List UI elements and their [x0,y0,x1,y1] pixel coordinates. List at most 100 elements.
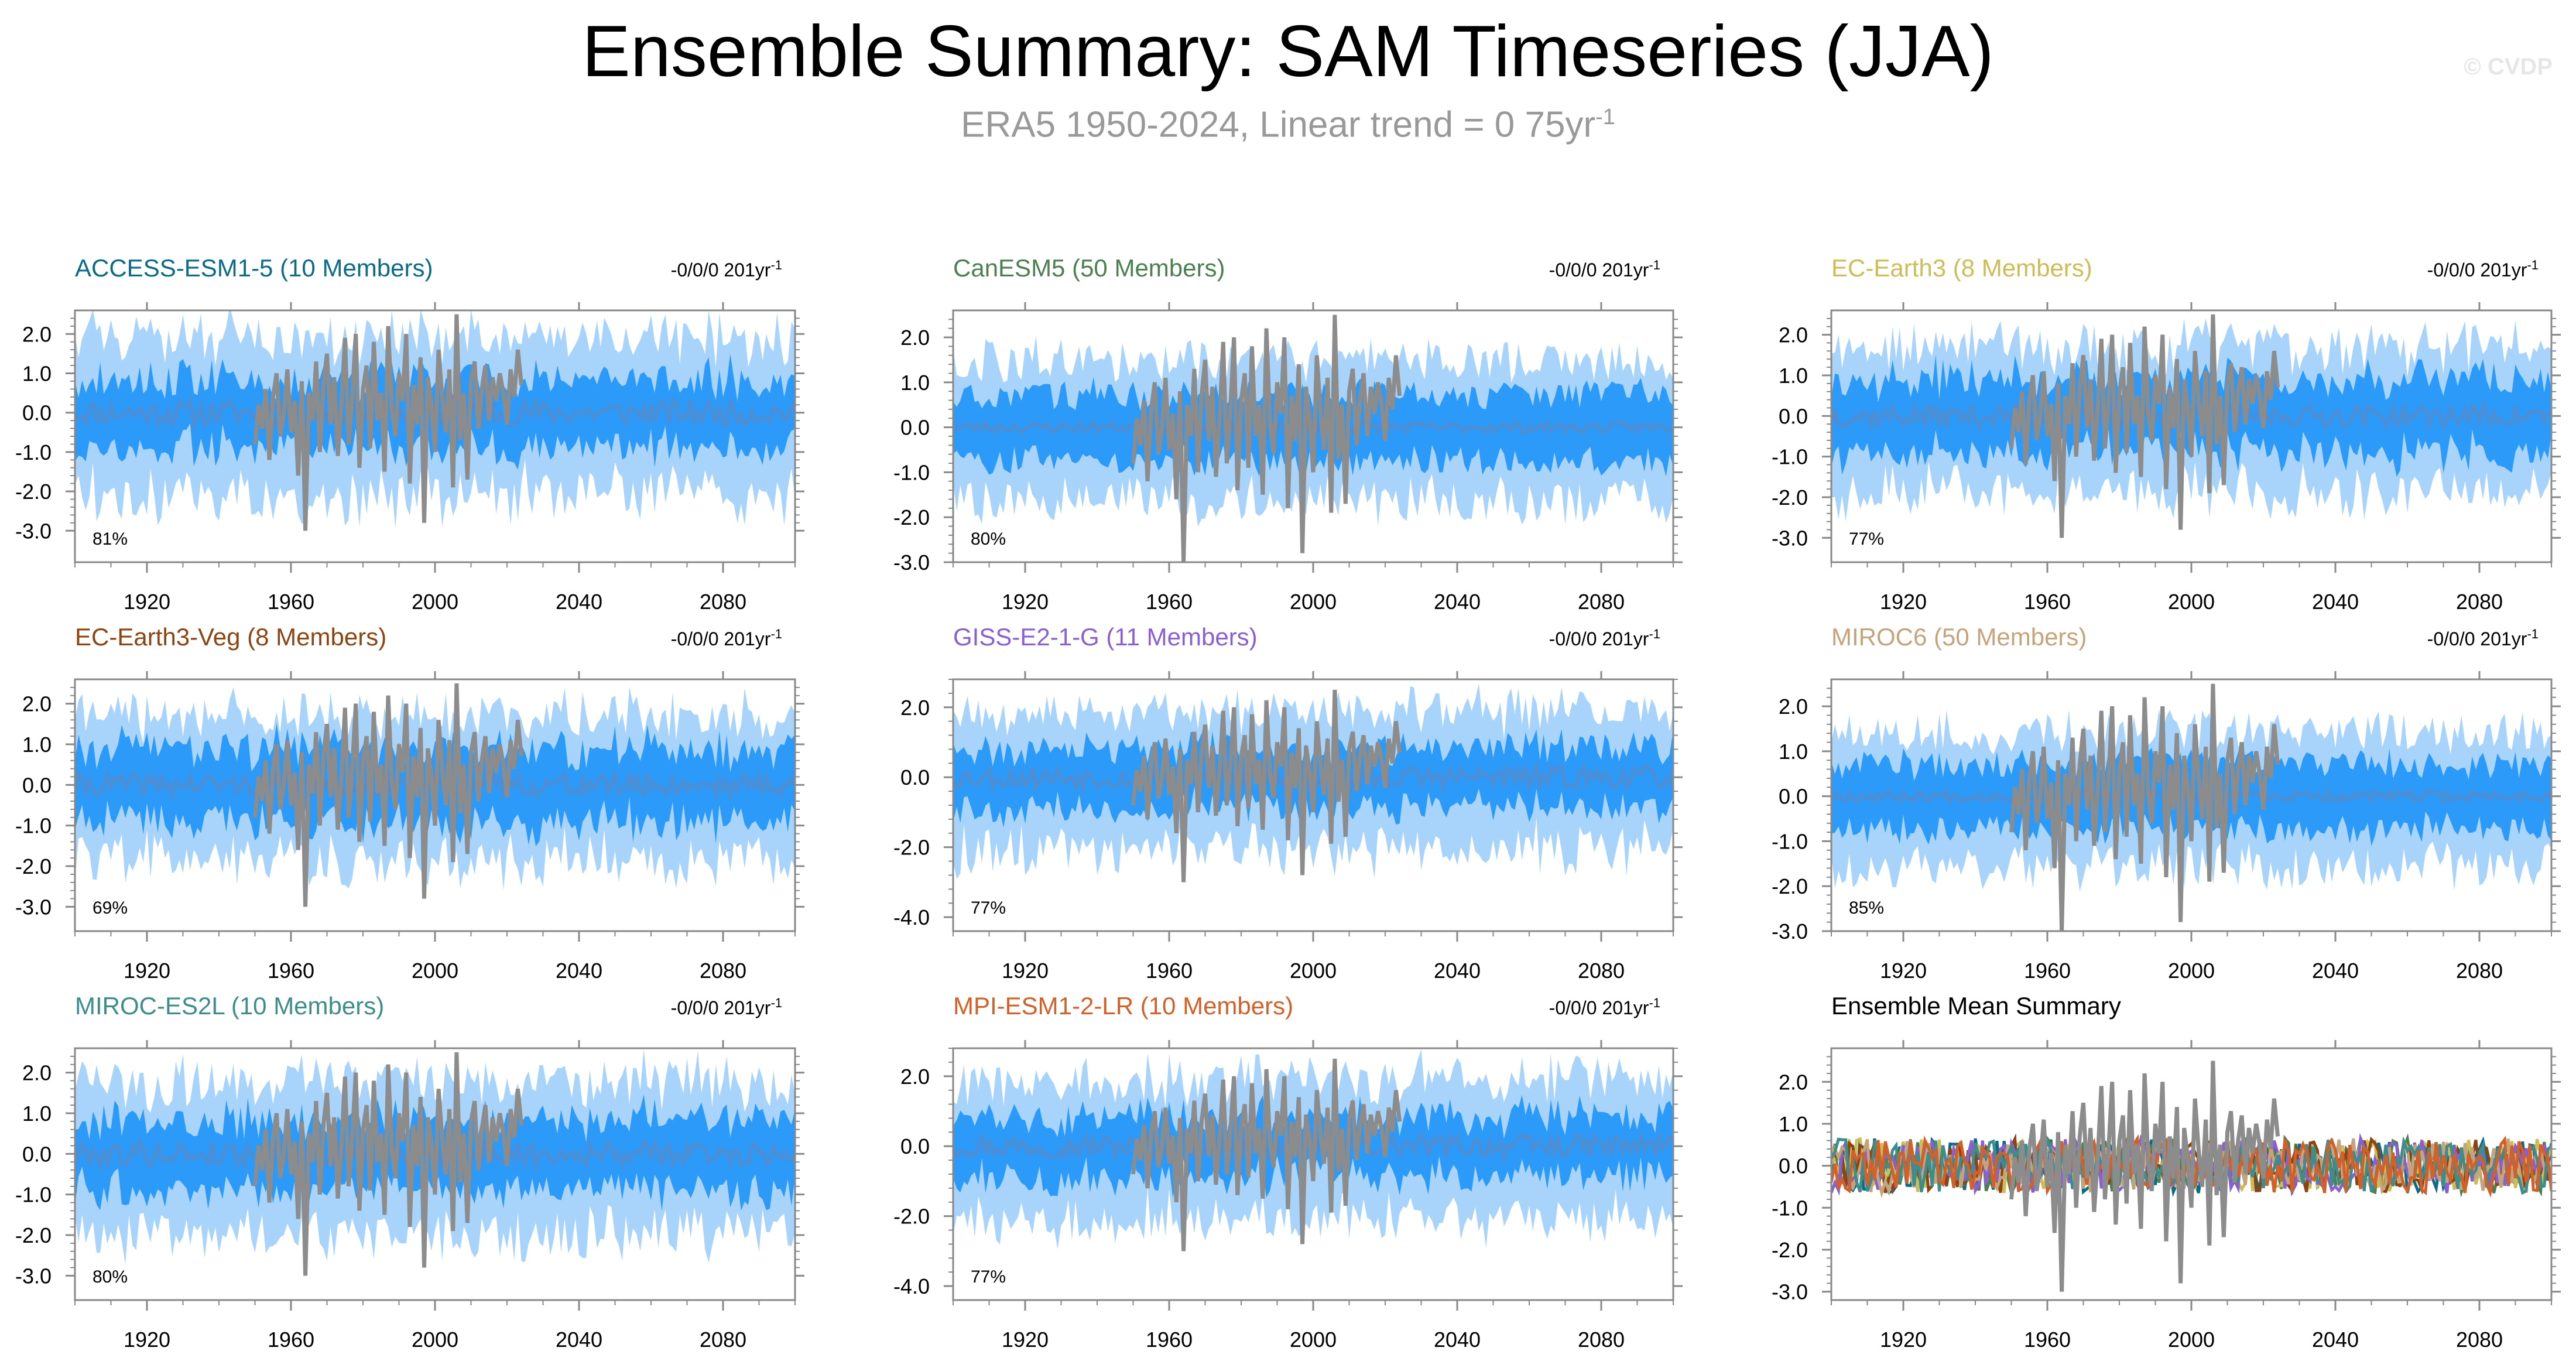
x-tick-label: 1920 [124,1328,170,1352]
percent-label: 85% [1849,898,1884,918]
y-tick-label: -1.0 [15,440,52,464]
x-tick-label: 1960 [268,1328,314,1352]
y-tick-label: -1.0 [15,1183,52,1207]
y-tick-label: -3.0 [1772,1280,1808,1304]
x-tick-label: 2000 [412,1328,458,1352]
trend-label: -0/0/0 201yr-1 [1549,627,1660,649]
trend-label: -0/0/0 201yr-1 [671,627,782,649]
percent-label: 77% [1849,529,1884,549]
panel-title: ACCESS-ESM1-5 (10 Members) [75,254,433,282]
chart-panel: 1920 1960 2000 2040 2080 2.0 1.0 0.0 -1.0 -2.0 -3.… [893,254,1683,614]
trend-exponent: -1 [2527,627,2539,641]
y-tick-label: 0.0 [1779,404,1808,428]
panel-title: EC-Earth3 (8 Members) [1831,254,2092,282]
x-tick-label: 2000 [2168,1328,2215,1352]
y-tick-label: 1.0 [1779,364,1808,388]
chart-panel: 1920 1960 2000 2040 2080 2.0 1.0 0.0 -1.0 -2.0 -3.… [15,623,804,983]
x-tick-label: 2080 [700,1328,746,1352]
percent-label: 80% [971,529,1006,549]
y-tick-label: -3.0 [15,895,52,919]
era5-observed-line [253,1052,524,1276]
trend-exponent: -1 [2527,258,2539,272]
panel-title: MIROC6 (50 Members) [1831,623,2087,651]
percent-label: 80% [93,1267,128,1287]
plot-area [75,310,795,531]
y-tick-label: -3.0 [893,550,930,574]
x-tick-label: 1960 [2024,590,2071,614]
x-tick-label: 2080 [2456,590,2503,614]
x-tick-label: 1920 [1002,1328,1049,1352]
trend-label: -0/0/0 201yr-1 [2427,258,2539,281]
y-tick-label: -1.0 [1772,445,1808,469]
y-tick-label: 2.0 [1779,323,1808,347]
era5-observed-line [2009,314,2280,538]
subtitle-exponent: -1 [1595,105,1615,129]
y-tick-label: 2.0 [900,1065,930,1089]
trend-exponent: -1 [770,996,782,1010]
trend-text: -0/0/0 201yr [671,997,771,1018]
y-tick-label: -3.0 [15,519,52,543]
x-tick-label: 1920 [1880,590,1927,614]
cvdp-watermark: © CVDP [2464,54,2553,80]
y-tick-label: 0.0 [22,1142,52,1166]
x-tick-label: 2000 [2168,959,2215,983]
y-tick-label: 2.0 [900,696,930,720]
x-tick-label: 2080 [700,590,746,614]
panel-title: MIROC-ES2L (10 Members) [75,992,384,1020]
plot-area [953,1049,1673,1251]
x-tick-label: 2000 [2168,590,2215,614]
x-tick-label: 2080 [1578,1328,1625,1352]
era5-observed-line [2009,683,2280,931]
x-tick-label: 1920 [1880,1328,1927,1352]
y-tick-label: 2.0 [22,692,52,716]
x-tick-label: 1960 [2024,959,2071,983]
y-tick-label: -1.0 [15,814,52,838]
x-tick-label: 1920 [1002,959,1049,983]
y-tick-label: 2.0 [22,1061,52,1085]
y-tick-label: -1.0 [893,460,930,484]
x-tick-label: 2080 [700,959,746,983]
x-tick-label: 2080 [2456,1328,2503,1352]
trend-text: -0/0/0 201yr [671,259,771,281]
x-tick-label: 1960 [1146,590,1193,614]
trend-label: -0/0/0 201yr-1 [671,996,782,1018]
trend-exponent: -1 [1649,627,1660,641]
chart-panel: 1920 1960 2000 2040 2080 2.0 0.0 -2.0 -4.0 MPI-ES… [893,992,1683,1352]
y-tick-label: -2.0 [1772,874,1808,898]
x-tick-label: 2080 [1578,590,1625,614]
era5-observed-line [1131,689,1402,883]
x-tick-label: 1960 [1146,1328,1193,1352]
x-tick-label: 2000 [1290,1328,1337,1352]
trend-label: -0/0/0 201yr-1 [1549,996,1660,1018]
x-tick-label: 2040 [1434,1328,1481,1352]
y-tick-label: 0.0 [900,416,930,440]
x-tick-label: 2000 [1290,959,1337,983]
x-tick-label: 2080 [2456,959,2503,983]
x-tick-label: 2040 [2312,1328,2359,1352]
y-tick-label: 0.0 [22,773,52,797]
era5-observed-line [253,683,524,907]
y-tick-label: -3.0 [15,1264,52,1288]
panel-title: Ensemble Mean Summary [1831,992,2121,1020]
trend-exponent: -1 [1649,258,1660,272]
trend-exponent: -1 [770,258,782,272]
y-tick-label: 0.0 [22,401,52,425]
y-tick-label: 2.0 [900,326,930,350]
chart-panel: 1920 1960 2000 2040 2080 2.0 0.0 -2.0 -4.0 GISS-E… [893,623,1683,983]
y-tick-label: -3.0 [1772,919,1808,943]
trend-text: -0/0/0 201yr [1549,259,1649,281]
x-tick-label: 2000 [412,590,458,614]
y-tick-label: -3.0 [1772,526,1808,550]
x-tick-label: 1960 [268,959,314,983]
y-tick-label: -4.0 [893,905,930,929]
x-tick-label: 2000 [412,959,458,983]
y-tick-label: 2.0 [1779,695,1808,719]
y-tick-label: 0.0 [900,765,930,789]
plot-area [75,683,795,907]
panel-title: MPI-ESM1-2-LR (10 Members) [953,992,1293,1020]
y-tick-label: 0.0 [900,1134,930,1158]
y-tick-label: -2.0 [15,480,52,504]
trend-text: -0/0/0 201yr [671,628,771,649]
y-tick-label: -2.0 [893,1205,930,1229]
